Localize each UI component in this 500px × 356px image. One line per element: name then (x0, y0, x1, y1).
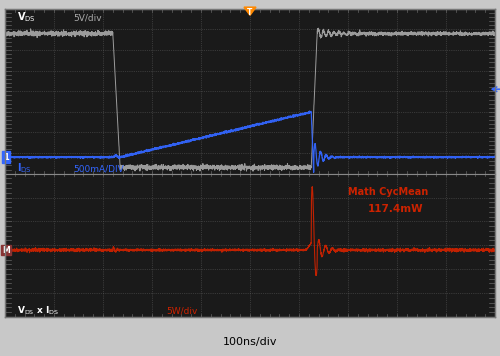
Text: 1: 1 (3, 153, 9, 162)
Text: M: M (2, 246, 10, 255)
Text: V$_{\mathsf{DS}}$: V$_{\mathsf{DS}}$ (17, 10, 36, 24)
Text: 5V/div: 5V/div (74, 13, 102, 22)
Text: V$_{\mathsf{DS}}$ x I$_{\mathsf{DS}}$: V$_{\mathsf{DS}}$ x I$_{\mathsf{DS}}$ (17, 304, 59, 317)
Text: T: T (248, 8, 252, 17)
Text: 117.4mW: 117.4mW (368, 204, 423, 214)
Text: Math CycMean: Math CycMean (348, 187, 428, 197)
Text: 100ns/div: 100ns/div (223, 337, 277, 347)
Text: 5W/div: 5W/div (166, 306, 198, 315)
Text: I$_{\mathsf{DS}}$: I$_{\mathsf{DS}}$ (17, 162, 32, 176)
Text: 500mA/DIV: 500mA/DIV (74, 164, 124, 174)
